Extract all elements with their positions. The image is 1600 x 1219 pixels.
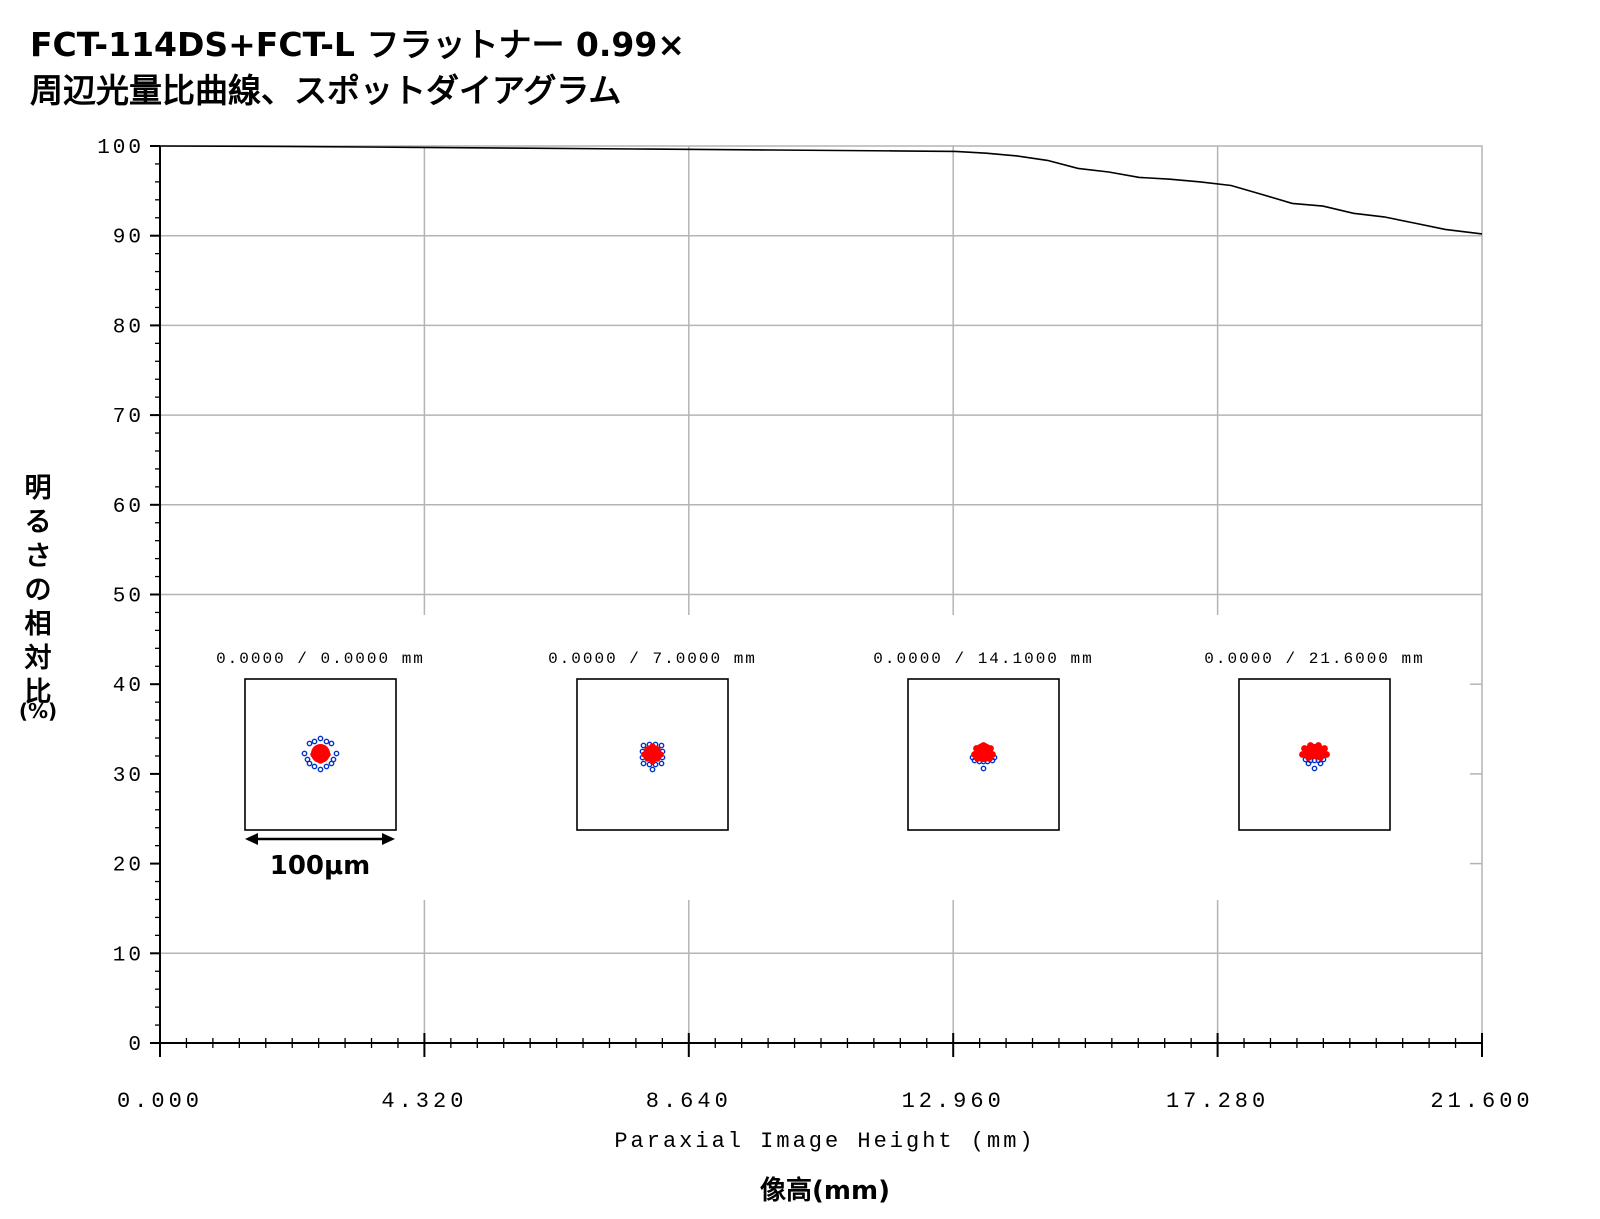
y-tick-label: 90 xyxy=(113,227,144,250)
ray-marker xyxy=(317,744,324,751)
scale-bar-right-arrowhead xyxy=(382,833,395,845)
ray-marker xyxy=(304,756,311,763)
spot-label-background xyxy=(515,635,790,673)
spot-field-label: 0.0000 / 14.1000 mm xyxy=(873,650,1093,668)
chart-title-line-1: FCT-114DS+FCT-L フラットナー 0.99× xyxy=(30,25,686,64)
ray-marker xyxy=(1323,751,1330,758)
ray-marker xyxy=(649,766,656,773)
y-axis-label-char: 相 xyxy=(25,609,52,640)
x-tick-label: 21.600 xyxy=(1430,1089,1533,1114)
spot-field-label: 0.0000 / 21.6000 mm xyxy=(1204,650,1424,668)
ray-marker xyxy=(658,760,665,767)
y-axis-label-unit: (%) xyxy=(19,699,57,723)
y-tick-label: 10 xyxy=(113,944,144,967)
spot-diagram-2: 0.0000 / 7.0000 mm xyxy=(515,635,790,831)
grid-lines xyxy=(160,146,1482,1043)
x-tick-label: 0.000 xyxy=(117,1089,203,1114)
y-axis-label-char: さ xyxy=(25,541,52,572)
ray-marker xyxy=(323,738,330,745)
y-tick-label: 0 xyxy=(128,1034,144,1057)
ray-marker xyxy=(1311,765,1318,772)
spot-label-background xyxy=(846,635,1121,673)
y-tick-label: 60 xyxy=(113,496,144,519)
spot-diagram-4: 0.0000 / 21.6000 mm xyxy=(1177,635,1452,831)
scale-bar-left-arrowhead xyxy=(245,833,258,845)
ray-marker xyxy=(641,751,648,758)
y-tick-label: 40 xyxy=(113,675,144,698)
x-tick-label: 12.960 xyxy=(902,1089,1005,1114)
ray-marker xyxy=(974,755,981,762)
y-axis-label-char: 比 xyxy=(25,677,52,708)
ray-marker xyxy=(323,763,330,770)
spot-field-label: 0.0000 / 0.0000 mm xyxy=(216,650,425,668)
ray-marker xyxy=(973,745,980,752)
ray-marker xyxy=(1305,754,1312,761)
ray-marker xyxy=(1317,754,1324,761)
ray-marker xyxy=(1307,742,1314,749)
tick-labels: 0 10 20 30 40 50 60 70 80 90 100 0.000 4.320 8.640 12.… xyxy=(97,137,1533,1114)
y-tick-label: 50 xyxy=(113,586,144,609)
illumination-curve xyxy=(159,145,1483,235)
y-tick-label: 80 xyxy=(113,316,144,339)
ray-marker xyxy=(644,746,651,753)
ray-marker xyxy=(640,742,647,749)
y-tick-label: 100 xyxy=(97,137,144,160)
y-tick-label: 70 xyxy=(113,406,144,429)
scale-bar-label: 100μm xyxy=(270,851,371,881)
ray-marker xyxy=(333,750,340,757)
spot-diagram-3: 0.0000 / 14.1000 mm xyxy=(846,635,1121,831)
ray-marker xyxy=(1299,751,1306,758)
ray-marker xyxy=(301,750,308,757)
ray-marker xyxy=(330,756,337,763)
axes xyxy=(150,145,1483,1057)
ray-marker xyxy=(317,757,324,764)
ray-marker xyxy=(317,735,324,742)
y-axis-label-char: の xyxy=(25,575,52,606)
ray-marker xyxy=(649,758,656,765)
ray-marker xyxy=(980,765,987,772)
ray-marker xyxy=(658,742,665,749)
y-tick-label: 20 xyxy=(113,855,144,878)
spot-label-background xyxy=(183,635,458,673)
ray-marker xyxy=(987,745,994,752)
ray-marker xyxy=(306,740,313,747)
ray-marker xyxy=(328,740,335,747)
ray-marker xyxy=(324,751,331,758)
x-tick-label: 17.280 xyxy=(1166,1089,1269,1114)
ray-marker xyxy=(640,760,647,767)
y-axis-label-char: る xyxy=(25,507,52,538)
ray-marker xyxy=(1305,760,1312,767)
ray-marker xyxy=(649,743,656,750)
ray-marker xyxy=(654,746,661,753)
spot-field-label: 0.0000 / 7.0000 mm xyxy=(548,650,757,668)
ray-marker xyxy=(1315,742,1322,749)
x-axis-label: Paraxial Image Height (mm) xyxy=(614,1129,1035,1154)
x-tick-label: 4.320 xyxy=(381,1089,467,1114)
x-tick-label: 8.640 xyxy=(646,1089,732,1114)
spot-diagrams: 0.0000 / 0.0000 mm 0.0000 / 7.0000 mm 0.00… xyxy=(183,635,1452,831)
y-tick-label: 30 xyxy=(113,765,144,788)
ray-marker xyxy=(311,763,318,770)
ray-marker xyxy=(657,751,664,758)
ray-marker xyxy=(986,755,993,762)
ray-marker xyxy=(980,742,987,749)
y-axis-label-char: 対 xyxy=(25,643,52,674)
spot-diagram-1: 0.0000 / 0.0000 mm xyxy=(183,635,458,831)
chart-title-line-2: 周辺光量比曲線、スポットダイアグラム xyxy=(30,71,622,110)
spot-label-background xyxy=(1177,635,1452,673)
ray-marker xyxy=(1317,760,1324,767)
x-axis-label-japanese: 像高(mm) xyxy=(760,1175,890,1206)
ray-marker xyxy=(1301,745,1308,752)
ray-marker xyxy=(310,751,317,758)
ray-marker xyxy=(317,766,324,773)
ray-marker xyxy=(1321,745,1328,752)
ray-marker xyxy=(311,738,318,745)
scale-bar: 100μm xyxy=(245,833,395,881)
y-axis-label-char: 明 xyxy=(25,473,52,504)
